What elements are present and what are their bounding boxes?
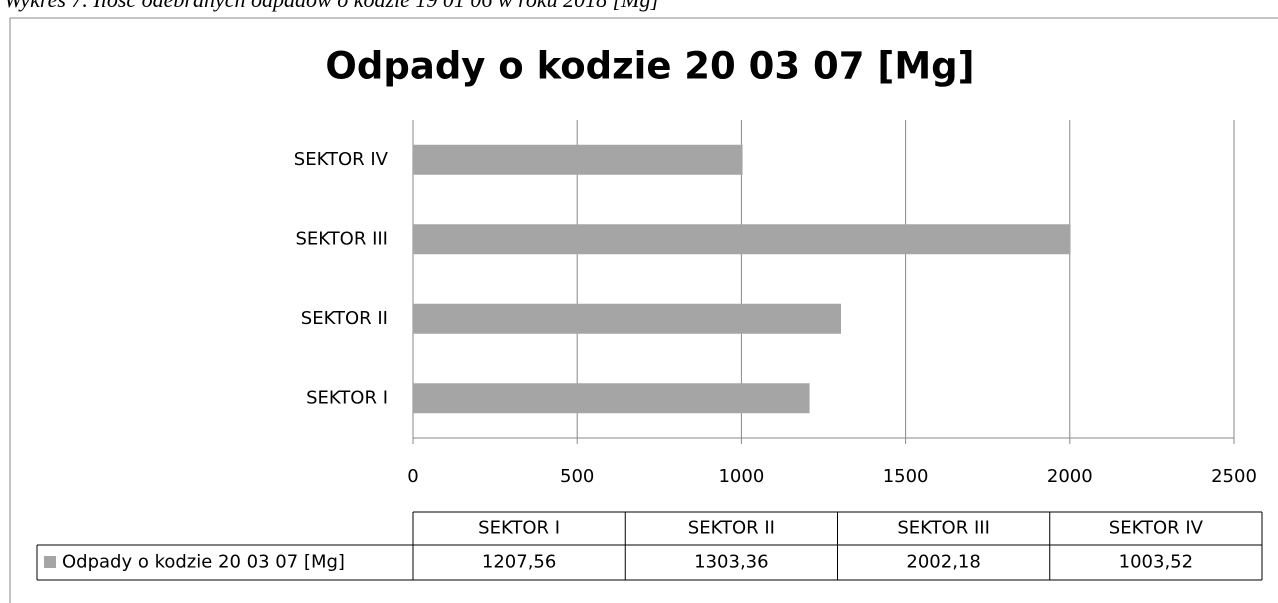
caption: Wykres 7. Ilość odebranych odpadów o kod… bbox=[4, 0, 659, 12]
x-tick-label: 0 bbox=[407, 466, 418, 487]
x-tick-label: 2500 bbox=[1211, 466, 1257, 487]
table-value: 1207,56 bbox=[482, 552, 556, 573]
bar bbox=[413, 303, 842, 334]
legend-label: Odpady o kodzie 20 03 07 [Mg] bbox=[62, 552, 345, 573]
table-value: 1303,36 bbox=[694, 552, 768, 573]
table-header: SEKTOR IV bbox=[1109, 518, 1204, 539]
x-tick-label: 1500 bbox=[883, 466, 929, 487]
y-tick-label: SEKTOR III bbox=[295, 228, 388, 249]
chart-frame bbox=[9, 17, 1278, 603]
legend-swatch bbox=[44, 556, 56, 568]
chart-title: Odpady o kodzie 20 03 07 [Mg] bbox=[325, 45, 974, 88]
bar bbox=[413, 144, 743, 175]
table-value: 1003,52 bbox=[1119, 552, 1193, 573]
bar bbox=[413, 383, 810, 414]
y-tick-label: SEKTOR II bbox=[301, 308, 388, 329]
table-header: SEKTOR I bbox=[478, 518, 560, 539]
x-tick-label: 1000 bbox=[718, 466, 764, 487]
y-tick-label: SEKTOR IV bbox=[294, 149, 389, 170]
y-tick-label: SEKTOR I bbox=[306, 387, 388, 408]
table-header: SEKTOR III bbox=[897, 518, 990, 539]
x-tick-label: 500 bbox=[560, 466, 594, 487]
table-value: 2002,18 bbox=[906, 552, 980, 573]
table-header: SEKTOR II bbox=[688, 518, 775, 539]
x-tick-label: 2000 bbox=[1047, 466, 1093, 487]
bar bbox=[413, 224, 1071, 255]
